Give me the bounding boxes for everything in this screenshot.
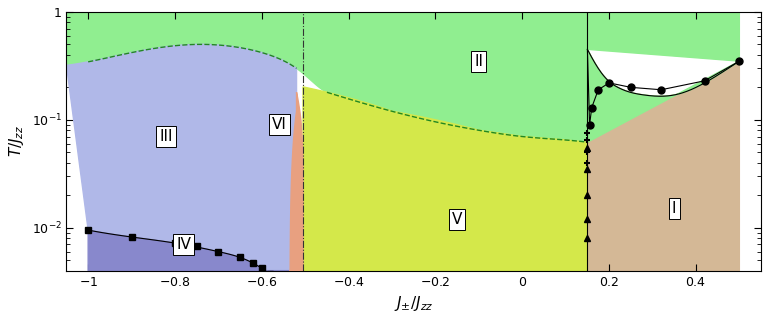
- Polygon shape: [67, 44, 296, 303]
- Text: VI: VI: [272, 117, 286, 132]
- Text: I: I: [672, 201, 677, 216]
- Text: II: II: [475, 54, 483, 68]
- Polygon shape: [588, 49, 740, 271]
- Text: III: III: [160, 129, 173, 144]
- Y-axis label: $T/J_{zz}$: $T/J_{zz}$: [7, 125, 26, 157]
- Polygon shape: [303, 87, 588, 271]
- X-axis label: $J_{\pm}/J_{zz}$: $J_{\pm}/J_{zz}$: [394, 294, 433, 313]
- Polygon shape: [88, 230, 290, 303]
- Text: IV: IV: [176, 237, 191, 252]
- Polygon shape: [290, 92, 303, 303]
- Polygon shape: [67, 12, 740, 142]
- Text: V: V: [452, 212, 462, 227]
